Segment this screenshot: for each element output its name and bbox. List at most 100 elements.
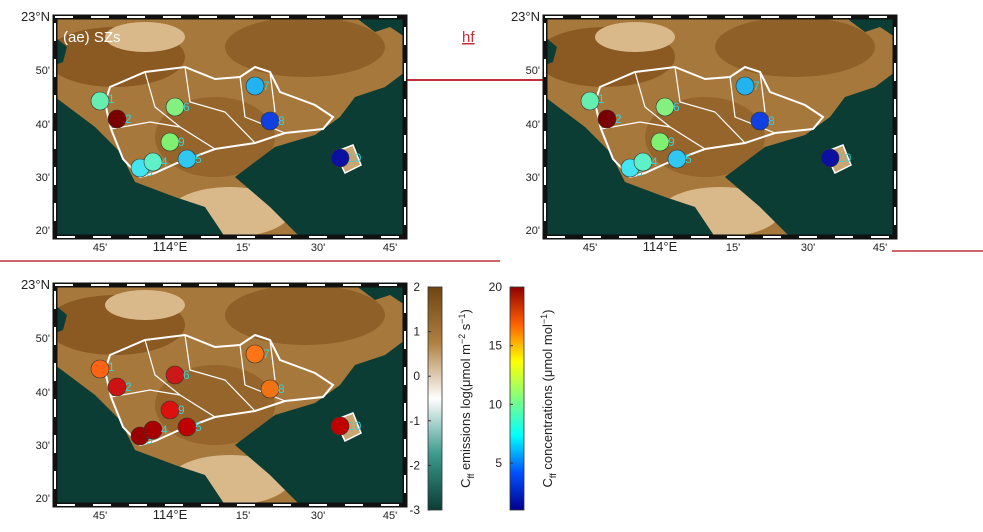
station-id: 8 bbox=[278, 114, 285, 128]
colorbar-tick-label: 10 bbox=[489, 397, 503, 411]
station-id: 9 bbox=[178, 403, 185, 417]
lat-label: 20' bbox=[526, 225, 540, 237]
label-part: ) bbox=[458, 309, 473, 313]
lon-label: 45' bbox=[583, 242, 597, 254]
water bbox=[55, 305, 67, 333]
colorbar-tick-label: 15 bbox=[489, 339, 503, 353]
station-id: 7 bbox=[753, 79, 760, 93]
colorbar-tick-label: 0 bbox=[413, 369, 420, 383]
district-line bbox=[184, 334, 256, 412]
colorbar-tick-label: -3 bbox=[409, 503, 420, 517]
lon-label: 114°E bbox=[153, 507, 188, 522]
water bbox=[235, 72, 405, 237]
station-id: 9 bbox=[178, 135, 185, 149]
lat-label: 30' bbox=[36, 440, 50, 452]
station bbox=[160, 400, 180, 420]
label-part: s bbox=[458, 323, 473, 334]
water bbox=[725, 72, 895, 237]
label-part: −2 bbox=[457, 334, 467, 344]
station bbox=[260, 379, 280, 399]
station bbox=[143, 152, 163, 172]
colorbar bbox=[427, 286, 443, 511]
station bbox=[177, 149, 197, 169]
district-line bbox=[184, 66, 256, 144]
station bbox=[143, 420, 163, 440]
lon-label: 114°E bbox=[643, 239, 678, 254]
district-line bbox=[144, 71, 216, 150]
label-part: emissions log(μmol m bbox=[458, 344, 473, 474]
station bbox=[245, 76, 265, 96]
lon-label: 114°E bbox=[153, 239, 188, 254]
label-part: concentrations (μmol mol bbox=[540, 324, 555, 473]
station bbox=[165, 365, 185, 385]
station bbox=[330, 416, 350, 436]
station-id: 3 bbox=[146, 165, 153, 179]
colorbar-tick-label: -2 bbox=[409, 458, 420, 472]
label-part: −1 bbox=[539, 314, 549, 324]
station bbox=[580, 91, 600, 111]
station-id: 1 bbox=[108, 360, 115, 374]
lat-label: 40' bbox=[36, 387, 50, 399]
station bbox=[90, 91, 110, 111]
station-id: 5 bbox=[195, 152, 202, 166]
station bbox=[820, 148, 840, 168]
district-line bbox=[634, 71, 706, 150]
station-id: 5 bbox=[685, 152, 692, 166]
lat-label: 50' bbox=[36, 333, 50, 345]
station bbox=[750, 111, 770, 131]
station bbox=[245, 344, 265, 364]
land-shade bbox=[715, 17, 875, 77]
water bbox=[355, 17, 405, 37]
lat-label: 30' bbox=[526, 172, 540, 184]
lon-label: 45' bbox=[873, 242, 887, 254]
colorbar bbox=[509, 286, 525, 511]
lon-label: 45' bbox=[383, 242, 397, 254]
district-line bbox=[759, 71, 766, 113]
station-id: 7 bbox=[263, 347, 270, 361]
station-id: 10 bbox=[348, 419, 362, 433]
sand bbox=[105, 290, 185, 320]
water bbox=[55, 97, 225, 237]
lon-label: 15' bbox=[726, 242, 740, 254]
district-line bbox=[144, 339, 216, 418]
station bbox=[107, 377, 127, 397]
colorbar-tick-label: 20 bbox=[489, 280, 503, 294]
station bbox=[90, 359, 110, 379]
boundary bbox=[103, 65, 335, 179]
lon-label: 45' bbox=[383, 510, 397, 522]
station-id: 2 bbox=[615, 112, 622, 126]
frame bbox=[52, 282, 408, 508]
lat-label: 20' bbox=[36, 225, 50, 237]
lat-label: 23°N bbox=[511, 9, 540, 24]
station-id: 5 bbox=[195, 420, 202, 434]
district-line bbox=[600, 121, 671, 130]
station bbox=[260, 111, 280, 131]
lat-label: 30' bbox=[36, 172, 50, 184]
land-shade bbox=[225, 17, 385, 77]
station bbox=[597, 109, 617, 129]
district-line bbox=[110, 389, 181, 398]
label-part: C bbox=[540, 478, 555, 487]
colorbar-tick-label: -1 bbox=[409, 414, 420, 428]
station-id: 3 bbox=[636, 165, 643, 179]
water bbox=[545, 97, 715, 237]
map-panel bbox=[55, 17, 405, 237]
station-id: 6 bbox=[183, 100, 190, 114]
lon-label: 15' bbox=[236, 242, 250, 254]
lat-label: 23°N bbox=[21, 9, 50, 24]
station-id: 1 bbox=[598, 92, 605, 106]
lat-label: 20' bbox=[36, 493, 50, 505]
colorbar-label: Cff concentrations (μmol mol−1) bbox=[539, 310, 558, 488]
station-id: 6 bbox=[673, 100, 680, 114]
station-id: 8 bbox=[768, 114, 775, 128]
water bbox=[55, 37, 67, 65]
station-id: 9 bbox=[668, 135, 675, 149]
station-id: 10 bbox=[348, 151, 362, 165]
lat-label: 50' bbox=[36, 65, 50, 77]
station bbox=[735, 76, 755, 96]
station bbox=[330, 148, 350, 168]
water bbox=[355, 285, 405, 305]
station-id: 4 bbox=[651, 155, 658, 169]
district-line bbox=[269, 339, 276, 381]
